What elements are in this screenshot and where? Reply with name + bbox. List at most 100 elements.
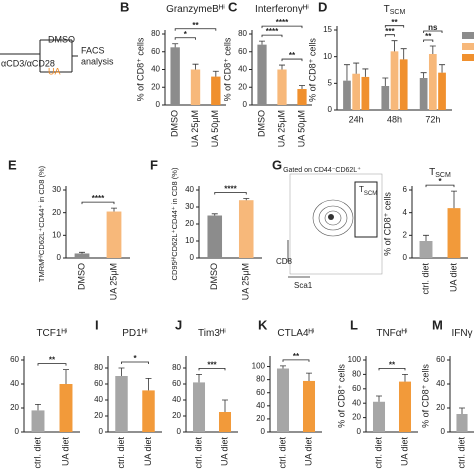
bar (447, 208, 461, 258)
y-tick-label: 20 (436, 403, 445, 412)
y-tick-label: 0 (156, 100, 161, 109)
y-axis-label: % of CD8⁺ cells (382, 192, 392, 256)
y-tick-label: 80 (94, 363, 103, 372)
bar (59, 384, 73, 432)
x-tick-label: UA 25μM (108, 263, 118, 300)
y-tick-label: 10 (185, 236, 194, 245)
significance-bracket (261, 34, 283, 38)
panel-label: K (258, 317, 268, 332)
y-tick-label: 100 (348, 355, 362, 364)
chart-title: Tim3ᴴⁱ (198, 328, 226, 339)
significance-label: ** (425, 32, 432, 41)
y-tick-label: 20 (238, 82, 247, 91)
chart-title: IFNγ (451, 328, 472, 339)
readout: FACS (81, 45, 105, 55)
error-bar (222, 399, 228, 412)
gate-label-sub: SCM (364, 191, 377, 197)
significance-label: ** (389, 361, 396, 370)
bar (399, 59, 408, 110)
bar (190, 69, 201, 105)
panel-label: I (95, 317, 99, 332)
significance-label: ** (391, 18, 398, 27)
y-tick-label: 100 (252, 362, 266, 371)
panel-label: G (272, 157, 282, 172)
y-axis-label: % of CD8⁺ cells (307, 38, 317, 102)
group-label: UA (48, 66, 61, 76)
y-tick-label: 80 (352, 370, 361, 379)
y-tick-label: 40 (10, 379, 19, 388)
y-axis-label: CD95ᴴⁱCD62L⁺CD44⁺ in CD8 (%) (170, 167, 179, 280)
chart-title: GranzymeBᴴⁱ (166, 4, 225, 15)
significance-label: **** (266, 27, 279, 36)
chart-title: TCF1ᴴⁱ (36, 328, 67, 339)
y-tick-label: 0 (190, 253, 195, 262)
error-bar (420, 72, 427, 78)
y-tick-label: 20 (94, 411, 103, 420)
error-bar (402, 374, 408, 382)
y-tick-label: 40 (352, 398, 361, 407)
bar (419, 78, 428, 110)
bar (170, 47, 180, 105)
bar (276, 368, 290, 432)
significance-bracket (261, 25, 303, 29)
significance-bracket (384, 25, 405, 28)
significance-label: *** (207, 361, 217, 370)
gate-label: TSCM (359, 185, 377, 196)
y-tick-label: 0 (243, 100, 248, 109)
y-tick-label: 20 (52, 208, 61, 217)
chart-title: IFNγ (451, 328, 472, 339)
y-tick-label: 20 (185, 219, 194, 228)
y-tick-label: 0 (357, 427, 362, 436)
chart-title-sub: SCM (390, 9, 406, 16)
y-tick-label: 10 (323, 52, 332, 61)
error-bar (459, 407, 465, 414)
y-tick-label: 0 (15, 427, 20, 436)
bar (211, 76, 221, 105)
panel-label: D (318, 0, 327, 14)
error-bar (111, 207, 117, 212)
y-tick-label: 10 (52, 230, 61, 239)
bar (277, 69, 287, 105)
error-bar (299, 85, 305, 90)
significance-label: ** (293, 352, 300, 361)
y-tick-label: 40 (151, 65, 160, 74)
bar (207, 215, 223, 258)
error-bar (362, 68, 369, 77)
y-axis-label: % of CD8⁺ cells (222, 37, 232, 101)
y-axis-label: % of CD8⁺ cells (420, 364, 430, 428)
x-tick-label: DMSO (209, 263, 219, 290)
y-tick-label: 0 (328, 105, 333, 114)
y-tick-label: 60 (172, 379, 181, 388)
significance-bracket (121, 361, 149, 364)
chart-title: GranzymeBᴴⁱ (166, 4, 225, 15)
chart-title: Tim3ᴴⁱ (198, 328, 226, 339)
bar (31, 410, 45, 432)
error-bar (429, 45, 436, 54)
y-tick-label: 20 (352, 413, 361, 422)
y-tick-label: 60 (238, 47, 247, 56)
bar (372, 401, 386, 432)
significance-bracket (198, 368, 226, 371)
significance-label: * (184, 30, 188, 39)
error-bar (192, 63, 199, 70)
x-tick-label: ctrl. diet (420, 263, 430, 295)
significance-bracket (378, 368, 406, 371)
error-bar (243, 198, 250, 201)
error-bar (63, 369, 69, 384)
bar (192, 382, 206, 432)
bar (297, 89, 307, 105)
y-tick-label: 40 (436, 379, 445, 388)
significance-bracket (423, 39, 434, 42)
legend-swatch (462, 54, 474, 61)
bar (115, 376, 128, 432)
y-tick-label: 40 (256, 401, 265, 410)
x-tick-label: DMSO (76, 263, 86, 290)
significance-label: ** (192, 21, 199, 30)
bar (302, 380, 316, 432)
x-tick-label: UA diet (219, 437, 229, 467)
error-bar (259, 40, 265, 45)
error-bar (211, 213, 218, 216)
bar (398, 381, 412, 432)
significance-label: * (133, 354, 137, 363)
bar (361, 76, 370, 110)
